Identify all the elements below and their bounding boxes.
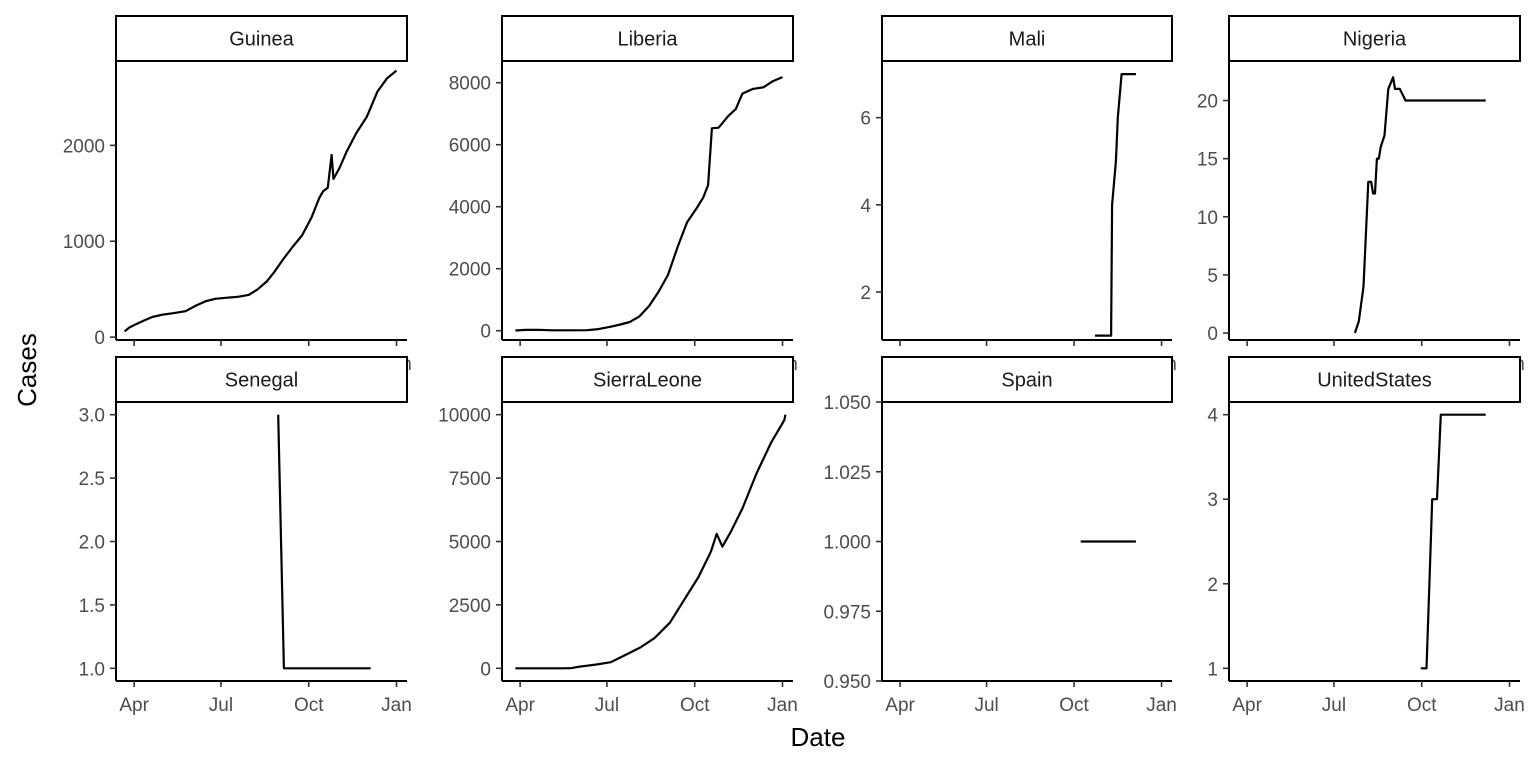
strip-label-spain: Spain (1001, 370, 1052, 392)
y-tick-label-mali: 4 (860, 196, 871, 217)
y-tick-label-unitedstates: 2 (1207, 575, 1218, 596)
y-tick-label-senegal: 1.5 (79, 596, 105, 617)
x-tick-label-spain: Jul (974, 695, 998, 716)
x-tick-label-sierraleone: Apr (505, 695, 535, 716)
y-tick-label-unitedstates: 4 (1207, 406, 1218, 427)
strip-guinea (115, 15, 408, 62)
strip-mali (881, 15, 1173, 62)
y-tick-label-spain: 0.950 (823, 672, 871, 693)
x-tick-label-sierraleone: Jul (595, 695, 619, 716)
series-line-liberia (515, 76, 783, 332)
strip-label-mali: Mali (1009, 29, 1046, 51)
y-tick-label-unitedstates: 3 (1207, 490, 1218, 511)
y-tick-label-senegal: 2.0 (79, 533, 105, 554)
strip-unitedstates (1228, 356, 1521, 403)
y-tick-label-sierraleone: 2500 (449, 596, 491, 617)
y-tick-label-nigeria: 10 (1197, 208, 1218, 229)
x-tick-label-senegal: Apr (119, 695, 149, 716)
y-tick-label-liberia: 4000 (449, 198, 491, 219)
strip-nigeria (1228, 15, 1521, 62)
panel-guinea: Guinea010002000AprJulOctJan (63, 15, 412, 375)
x-tick-label-spain: Apr (885, 695, 915, 716)
x-tick-label-unitedstates: Jan (1494, 695, 1525, 716)
strip-liberia (501, 15, 794, 62)
panel-sierraleone: SierraLeone 0 2500 5000 7500 10000 Apr Jul Oct Ja… (438, 356, 798, 716)
y-tick-label-liberia: 6000 (449, 136, 491, 157)
facet-panels: Guinea010002000AprJulOctJanLiberia020004… (63, 15, 1525, 716)
y-tick-label-senegal: 3.0 (79, 406, 105, 427)
strip-senegal (115, 356, 408, 403)
y-tick-label-senegal: 1.0 (79, 659, 105, 680)
strip-label-sierraleone: SierraLeone (593, 370, 702, 392)
y-tick-label-sierraleone: 0 (480, 659, 491, 680)
strip-label-unitedstates: UnitedStates (1317, 370, 1432, 392)
panel-nigeria: Nigeria05101520AprJulOctJan (1197, 15, 1525, 375)
y-tick-label-liberia: 2000 (449, 260, 491, 281)
panel-spain: Spain 0.950 0.975 1.000 1.025 1.050 Apr Jul Oct J… (823, 356, 1177, 716)
y-tick-label-senegal: 2.5 (79, 469, 105, 490)
y-tick-label-mali: 2 (860, 283, 871, 304)
x-axis-title: Date (791, 722, 846, 752)
x-tick-label-spain: Jan (1146, 695, 1177, 716)
x-tick-label-unitedstates: Jul (1322, 695, 1346, 716)
y-tick-label-guinea: 0 (94, 328, 105, 349)
y-tick-label-sierraleone: 7500 (449, 469, 491, 490)
y-tick-label-sierraleone: 10000 (438, 406, 491, 427)
y-tick-label-spain: 0.975 (823, 602, 871, 623)
y-tick-label-liberia: 0 (480, 322, 491, 343)
series-line-unitedstates (1420, 413, 1486, 670)
strip-label-liberia: Liberia (617, 29, 678, 51)
panel-mali: Mali246AprJulOctJan (860, 15, 1177, 375)
y-axis-title: Cases (12, 333, 42, 407)
y-tick-label-unitedstates: 1 (1207, 659, 1218, 680)
x-tick-label-senegal: Jul (209, 695, 233, 716)
y-tick-label-sierraleone: 5000 (449, 533, 491, 554)
x-tick-label-unitedstates: Oct (1407, 695, 1437, 716)
y-tick-label-mali: 6 (860, 109, 871, 130)
strip-label-nigeria: Nigeria (1343, 29, 1407, 51)
strip-label-senegal: Senegal (225, 370, 298, 392)
y-tick-label-spain: 1.025 (823, 463, 871, 484)
series-line-guinea (123, 69, 398, 333)
y-tick-label-nigeria: 5 (1207, 266, 1218, 287)
series-line-mali (1095, 72, 1136, 337)
x-tick-label-senegal: Oct (294, 695, 324, 716)
y-tick-label-nigeria: 0 (1207, 324, 1218, 345)
strip-label-guinea: Guinea (229, 29, 294, 51)
x-tick-label-unitedstates: Apr (1232, 695, 1262, 716)
y-tick-label-liberia: 8000 (449, 74, 491, 95)
y-tick-label-spain: 1.000 (823, 533, 871, 554)
x-tick-label-spain: Oct (1059, 695, 1089, 716)
series-line-nigeria (1353, 76, 1486, 334)
y-tick-label-nigeria: 20 (1197, 92, 1218, 113)
series-line-sierraleone (515, 414, 787, 670)
panel-senegal: Senegal 1.0 1.5 2.0 2.5 3.0 Apr Jul Oct Jan (79, 356, 412, 716)
x-tick-label-sierraleone: Jan (767, 695, 798, 716)
y-tick-label-nigeria: 15 (1197, 150, 1218, 171)
panel-liberia: Liberia02000400060008000AprJulOctJan (449, 15, 798, 375)
x-tick-label-sierraleone: Oct (680, 695, 710, 716)
strip-sierraleone (501, 356, 794, 403)
series-line-senegal (277, 414, 371, 670)
strip-spain (881, 356, 1173, 403)
y-tick-label-spain: 1.050 (823, 393, 871, 414)
y-tick-label-guinea: 2000 (63, 136, 105, 157)
panel-unitedstates: UnitedStates 1 2 3 4 Apr Jul Oct Jan (1207, 356, 1525, 716)
x-tick-label-senegal: Jan (381, 695, 412, 716)
y-tick-label-guinea: 1000 (63, 232, 105, 253)
